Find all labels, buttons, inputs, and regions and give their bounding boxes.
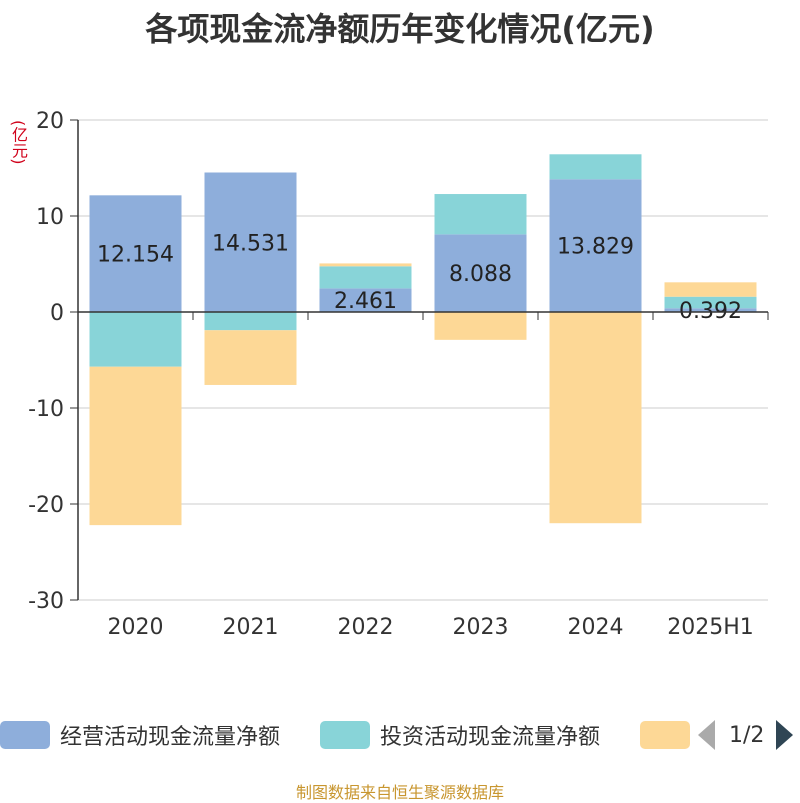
y-tick-label: -10	[28, 397, 64, 422]
y-axis-unit-label: (亿元)	[9, 120, 28, 165]
legend: 经营活动现金流量净额 投资活动现金流量净额 1/2	[0, 713, 800, 757]
data-label: 13.829	[557, 235, 634, 260]
bar-segment-series-1	[549, 154, 642, 180]
data-label: 12.154	[97, 243, 174, 268]
legend-swatch-operating	[0, 721, 50, 749]
legend-swatch-investing	[320, 721, 370, 749]
bar-segment-series-0	[204, 172, 297, 312]
data-label: 14.531	[212, 231, 289, 256]
x-tick-label: 2022	[338, 615, 394, 640]
bar-segment-series-2	[549, 312, 642, 524]
x-tick-label: 2024	[568, 615, 624, 640]
legend-pager: 1/2	[698, 713, 794, 757]
y-tick-label: -30	[28, 589, 64, 614]
legend-label-investing: 投资活动现金流量净额	[380, 725, 601, 750]
bar-segment-series-0	[89, 195, 182, 312]
data-label: 8.088	[449, 262, 512, 287]
data-source-note: 制图数据来自恒生聚源数据库	[295, 783, 504, 802]
chart-title: 各项现金流净额历年变化情况(亿元)	[145, 10, 655, 48]
data-label: 2.461	[334, 289, 397, 314]
legend-label-operating: 经营活动现金流量净额	[60, 725, 281, 750]
y-tick-label: 10	[36, 205, 64, 230]
y-tick-label: 0	[50, 301, 64, 326]
bar-segment-series-2	[664, 282, 757, 297]
bar-segment-series-0	[664, 308, 757, 312]
bar-segment-series-1	[664, 296, 757, 309]
y-tick-label: 20	[36, 109, 64, 134]
legend-item-operating[interactable]: 经营活动现金流量净额	[0, 713, 280, 757]
x-tick-label: 2020	[108, 615, 164, 640]
bar-segment-series-2	[204, 330, 297, 385]
legend-next-page-icon[interactable]	[776, 720, 794, 750]
bar-segment-series-1	[434, 194, 527, 235]
bar-segment-series-2	[434, 312, 527, 340]
bar-chart: 20 10 0 -10 -20 -30 12.154 14.531 2.461 8.088 13.8…	[28, 109, 769, 640]
bar-segment-series-1	[319, 266, 412, 289]
legend-page-indicator: 1/2	[729, 722, 765, 748]
bar-segment-series-2	[89, 366, 182, 526]
bar-segment-series-2	[319, 263, 412, 267]
bar-segment-series-0	[319, 288, 412, 312]
x-tick-label: 2021	[223, 615, 279, 640]
bar-segment-series-0	[549, 179, 642, 312]
bar-segment-series-1	[89, 312, 182, 367]
legend-swatch-financing	[640, 721, 690, 749]
legend-item-investing[interactable]: 投资活动现金流量净额	[320, 713, 600, 757]
bar-segment-series-1	[204, 312, 297, 331]
legend-item-financing[interactable]	[640, 713, 700, 757]
bar-segment-series-0	[434, 234, 527, 312]
x-tick-label: 2025H1	[667, 615, 754, 640]
x-tick-label: 2023	[453, 615, 509, 640]
y-tick-label: -20	[28, 493, 64, 518]
legend-prev-page-icon[interactable]	[698, 720, 715, 750]
